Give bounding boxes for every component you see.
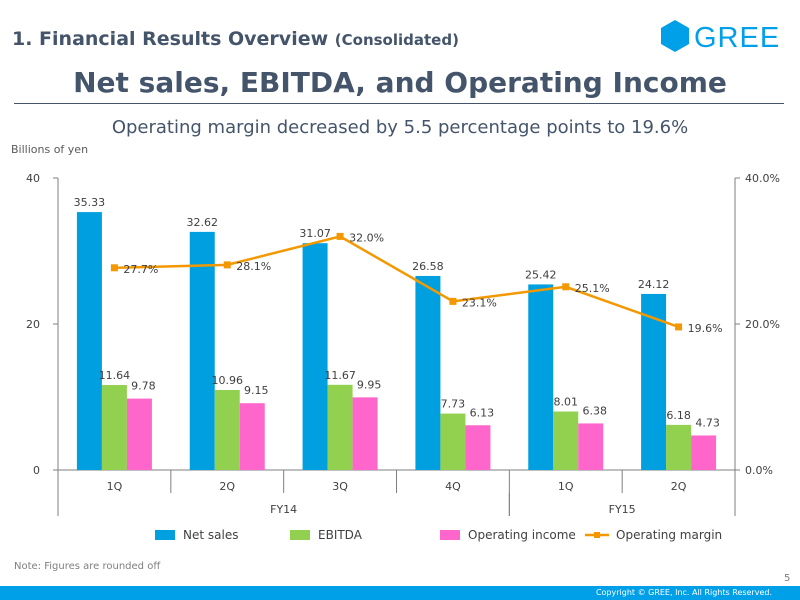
section-subtitle: (Consolidated) (334, 31, 459, 49)
copyright-text: Copyright © GREE, Inc. All Rights Reserv… (595, 588, 772, 597)
net-sales-bar (76, 212, 102, 470)
ebitda-bar (440, 413, 466, 470)
operating-margin-point (336, 232, 344, 240)
gree-logo: GREE (661, 20, 780, 54)
legend-label: Operating income (468, 528, 576, 542)
footer-bar: Copyright © GREE, Inc. All Rights Reserv… (0, 586, 800, 600)
page-subtitle: Operating margin decreased by 5.5 percen… (111, 117, 689, 138)
operating-income-bar (352, 397, 378, 470)
net-sales-label: 24.12 (638, 278, 670, 291)
operating-income-label: 9.95 (357, 378, 382, 391)
ebitda-bar (553, 411, 579, 470)
legend-label: EBITDA (318, 528, 363, 542)
operating-income-bar (239, 403, 265, 470)
ebitda-label: 11.64 (99, 369, 131, 382)
operating-income-label: 6.13 (470, 406, 495, 419)
legend-label: Net sales (183, 528, 238, 542)
legend-swatch (290, 530, 310, 540)
operating-margin-label: 23.1% (462, 296, 497, 309)
net-sales-bar (528, 284, 554, 470)
x-tick-label: 2Q (671, 480, 687, 493)
net-sales-bar (415, 275, 441, 470)
y-left-tick-label: 20 (26, 318, 40, 331)
ebitda-bar (666, 424, 692, 470)
ebitda-label: 7.73 (441, 398, 466, 411)
financial-chart: 0 20 40 0.0% 20.0% 40.0% 1Q 2Q 3Q 4Q 1Q 2Q FY14 FY15 3… (26, 172, 780, 542)
operating-income-bar (578, 423, 604, 470)
operating-margin-label: 27.7% (123, 263, 158, 276)
net-sales-bar (641, 293, 667, 470)
net-sales-label: 25.42 (525, 268, 557, 281)
x-tick-label: 2Q (219, 480, 235, 493)
legend-label: Operating margin (616, 528, 722, 542)
x-tick-label: 1Q (558, 480, 574, 493)
y-left-tick-label: 0 (33, 464, 40, 477)
page-title: Net sales, EBITDA, and Operating Income (73, 66, 727, 99)
y-right-tick-label: 40.0% (745, 172, 780, 185)
page-number: 5 (784, 573, 791, 584)
net-sales-bar (302, 243, 328, 470)
x-tick-label: 3Q (332, 480, 348, 493)
operating-margin-label: 28.1% (236, 260, 271, 273)
net-sales-label: 31.07 (299, 227, 331, 240)
legend-swatch (440, 530, 460, 540)
ebitda-label: 8.01 (554, 396, 579, 409)
net-sales-bar (189, 231, 215, 470)
operating-margin-label: 19.6% (688, 322, 723, 335)
operating-margin-line (114, 235, 680, 329)
operating-income-label: 9.78 (131, 380, 156, 393)
y-left-tick-label: 40 (26, 172, 40, 185)
unit-label: Billions of yen (11, 143, 89, 156)
operating-income-label: 9.15 (244, 384, 269, 397)
operating-margin-point (449, 297, 457, 305)
ebitda-bar (214, 389, 240, 470)
ebitda-label: 6.18 (666, 409, 691, 422)
group-label: FY14 (270, 503, 297, 516)
section-title: 1. Financial Results Overview (Consolida… (12, 28, 459, 50)
ebitda-label: 10.96 (212, 374, 244, 387)
net-sales-label: 26.58 (412, 260, 444, 273)
legend-marker (594, 532, 600, 538)
section-title-text: 1. Financial Results Overview (12, 28, 329, 50)
ebitda-label: 11.67 (324, 369, 356, 382)
operating-income-bar (465, 425, 491, 470)
operating-income-bar (691, 435, 717, 470)
title-divider (14, 103, 784, 104)
hexagon-icon (661, 20, 689, 52)
net-sales-label: 35.33 (74, 196, 106, 209)
y-right-tick-label: 20.0% (745, 318, 780, 331)
footnote: Note: Figures are rounded off (14, 561, 161, 572)
ebitda-bar (327, 384, 353, 470)
operating-margin-label: 32.0% (349, 231, 384, 244)
operating-income-label: 6.38 (583, 404, 608, 417)
operating-margin-point (675, 323, 683, 331)
operating-income-bar (126, 398, 152, 470)
net-sales-label: 32.62 (187, 216, 219, 229)
operating-margin-point (110, 264, 118, 272)
x-tick-label: 4Q (445, 480, 461, 493)
logo-text: GREE (694, 22, 780, 54)
legend-swatch (155, 530, 175, 540)
operating-margin-point (223, 261, 231, 269)
ebitda-bar (101, 385, 127, 470)
group-label: FY15 (609, 503, 636, 516)
operating-income-label: 4.73 (695, 416, 720, 429)
x-tick-label: 1Q (107, 480, 123, 493)
y-right-tick-label: 0.0% (745, 464, 773, 477)
operating-margin-point (562, 283, 570, 291)
operating-margin-label: 25.1% (575, 282, 610, 295)
